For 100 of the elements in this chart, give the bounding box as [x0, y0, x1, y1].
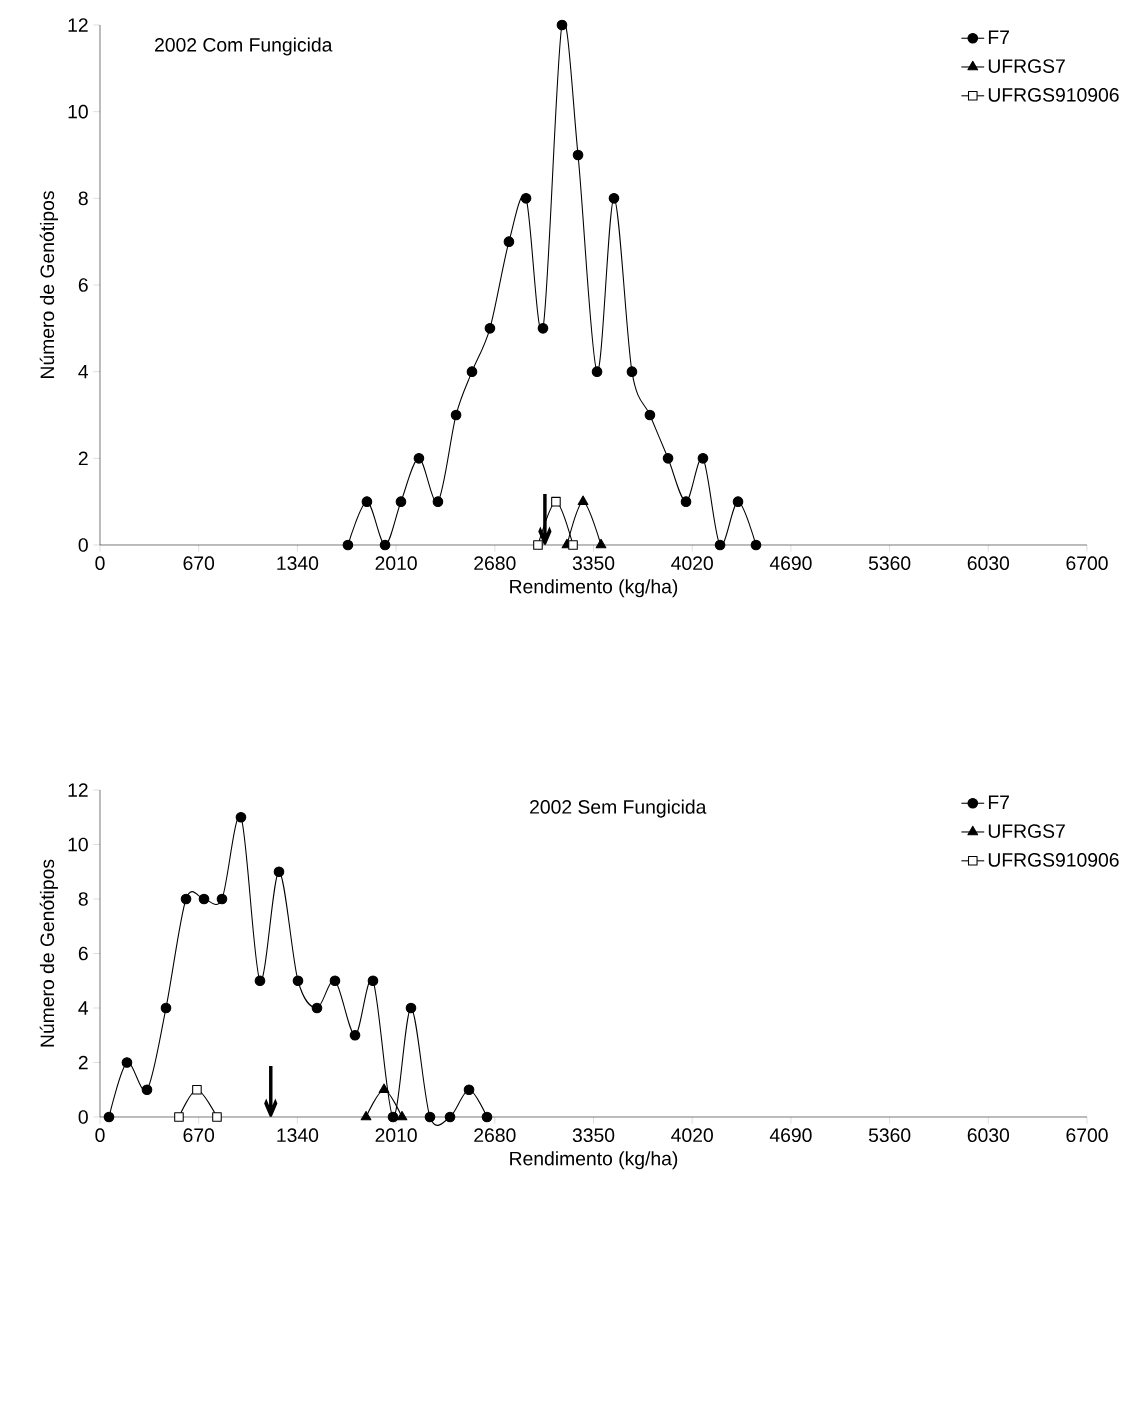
- point: [537, 322, 549, 334]
- x-tick-label: 1340: [277, 556, 319, 571]
- x-tick-label: 3350: [572, 1128, 615, 1143]
- y-tick-label: 4: [78, 1001, 89, 1015]
- x-tick-label: 1340: [277, 1128, 319, 1143]
- point: [697, 452, 709, 464]
- y-tick-label: 0: [78, 538, 88, 552]
- point: [103, 1111, 115, 1123]
- x-tick-label: 2010: [375, 556, 417, 571]
- point: [424, 1111, 436, 1123]
- y-tick-label: 6: [78, 946, 88, 961]
- point: [192, 1084, 202, 1095]
- text: 2002 Com Fungicida: [155, 37, 333, 56]
- point: [626, 366, 638, 377]
- point: [349, 1029, 361, 1041]
- point: [577, 495, 589, 505]
- point: [329, 975, 341, 987]
- y-tick-label: 12: [68, 783, 88, 797]
- y-tick-label: 8: [78, 191, 88, 206]
- y-axis-title: Número de Genótipos: [39, 859, 58, 1047]
- point: [520, 192, 532, 204]
- point: [432, 496, 444, 507]
- x-tick-label: 670: [183, 556, 215, 571]
- x-tick-label: 670: [183, 1128, 215, 1143]
- legend-label: UFRGS910906: [988, 853, 1119, 867]
- legend-label: UFRGS7: [988, 59, 1065, 73]
- point: [379, 539, 391, 551]
- point: [360, 1110, 372, 1121]
- point: [216, 893, 228, 905]
- point: [714, 539, 726, 551]
- y-tick-label: 8: [78, 892, 88, 906]
- point: [662, 452, 674, 464]
- point: [608, 192, 620, 204]
- legend-label: F7: [988, 795, 1009, 809]
- point: [361, 496, 373, 507]
- point: [551, 496, 561, 507]
- point: [405, 1002, 417, 1014]
- point: [644, 409, 656, 421]
- legend-label: UFRGS910906: [988, 88, 1119, 102]
- x-tick-label: 3350: [572, 556, 615, 571]
- point: [466, 366, 478, 377]
- legend-label: F7: [988, 30, 1009, 44]
- y-tick-label: 12: [68, 18, 88, 32]
- y-tick-label: 2: [78, 451, 88, 466]
- x-tick-label: 2680: [474, 556, 516, 571]
- point: [198, 893, 210, 905]
- annotation: ↓: [264, 1065, 278, 1117]
- point: [556, 19, 568, 31]
- point: [591, 366, 603, 377]
- legend-label: UFRGS7: [988, 824, 1065, 838]
- x-tick-label: 4020: [671, 556, 713, 571]
- point: [595, 538, 607, 549]
- y-tick-label: 0: [78, 1110, 88, 1124]
- point: [481, 1111, 493, 1123]
- y-tick-label: 6: [78, 278, 88, 292]
- chart-title: 2002 Sem Fungicida: [530, 799, 707, 818]
- x-tick-label: 4690: [769, 1128, 812, 1143]
- x-tick-label: 6700: [1066, 1128, 1108, 1143]
- x-tick-label: 5360: [868, 556, 911, 571]
- point: [503, 236, 515, 247]
- point: [444, 1111, 456, 1123]
- y-tick-label: 4: [78, 365, 89, 379]
- point: [568, 540, 578, 550]
- point: [160, 1002, 172, 1014]
- point: [212, 1112, 222, 1122]
- point: [413, 452, 425, 464]
- point: [396, 1110, 408, 1121]
- x-tick-label: 2680: [474, 1128, 516, 1143]
- point: [235, 811, 247, 823]
- x-tick-label: 4690: [769, 556, 812, 571]
- y-tick-label: 10: [68, 837, 88, 852]
- point: [180, 893, 192, 905]
- point: [395, 496, 407, 507]
- point: [292, 975, 304, 987]
- x-axis-title: Rendimento (kg/ha): [510, 579, 678, 598]
- point: [387, 1111, 399, 1123]
- y-axis-title: Número de Genótipos: [39, 191, 58, 378]
- point: [367, 975, 379, 987]
- x-tick-label: 0: [95, 1128, 105, 1143]
- x-tick-label: 5360: [868, 1128, 911, 1143]
- point: [680, 496, 692, 507]
- point: [121, 1057, 133, 1068]
- point: [572, 149, 584, 161]
- y-tick-label: 10: [68, 104, 88, 119]
- point: [484, 322, 496, 334]
- point: [342, 539, 354, 551]
- y-tick-label: 2: [78, 1055, 88, 1070]
- x-tick-label: 2010: [375, 1128, 417, 1143]
- x-tick-label: 6030: [967, 1128, 1010, 1143]
- point: [311, 1002, 323, 1014]
- point: [732, 496, 744, 507]
- point: [463, 1084, 475, 1096]
- x-axis-title: Rendimento (kg/ha): [510, 1151, 678, 1170]
- x-tick-label: 6030: [967, 556, 1010, 571]
- point: [141, 1084, 153, 1096]
- point: [174, 1112, 184, 1122]
- x-tick-label: 4020: [671, 1128, 713, 1143]
- point: [378, 1083, 390, 1094]
- point: [254, 975, 266, 987]
- x-tick-label: 0: [95, 556, 105, 571]
